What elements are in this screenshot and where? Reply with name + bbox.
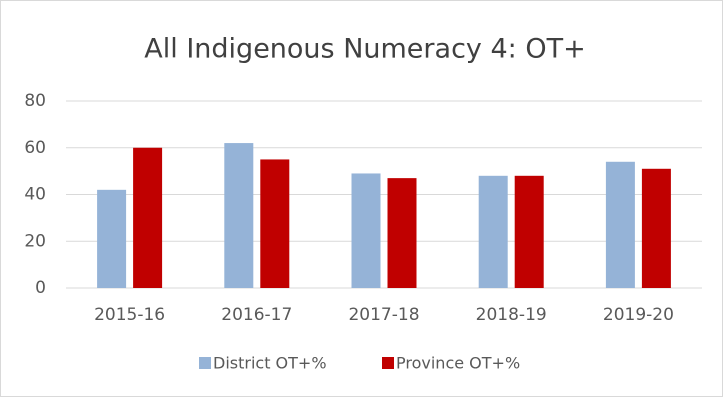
x-tick-label: 2015-16 bbox=[94, 305, 165, 325]
bar bbox=[641, 168, 671, 288]
bar bbox=[478, 175, 508, 288]
x-tick-label: 2016-17 bbox=[221, 305, 292, 325]
y-tick-label: 0 bbox=[35, 278, 46, 298]
legend-swatch bbox=[382, 357, 394, 369]
y-tick-label: 40 bbox=[24, 185, 46, 205]
bar bbox=[260, 159, 290, 288]
y-tick-label: 60 bbox=[24, 138, 46, 158]
x-tick-label: 2019-20 bbox=[603, 305, 674, 325]
bar bbox=[224, 143, 254, 288]
x-tick-label: 2018-19 bbox=[476, 305, 547, 325]
y-tick-label: 20 bbox=[24, 231, 46, 251]
bar bbox=[351, 173, 381, 288]
legend-label: Province OT+% bbox=[396, 354, 520, 373]
legend-label: District OT+% bbox=[213, 354, 327, 373]
bar bbox=[514, 175, 544, 288]
bar bbox=[97, 189, 127, 288]
chart-title: All Indigenous Numeracy 4: OT+ bbox=[144, 34, 585, 65]
y-tick-label: 80 bbox=[24, 91, 46, 111]
legend-swatch bbox=[199, 357, 211, 369]
x-tick-label: 2017-18 bbox=[348, 305, 419, 325]
bar bbox=[133, 147, 163, 288]
bar bbox=[605, 161, 635, 288]
bar bbox=[387, 178, 417, 288]
